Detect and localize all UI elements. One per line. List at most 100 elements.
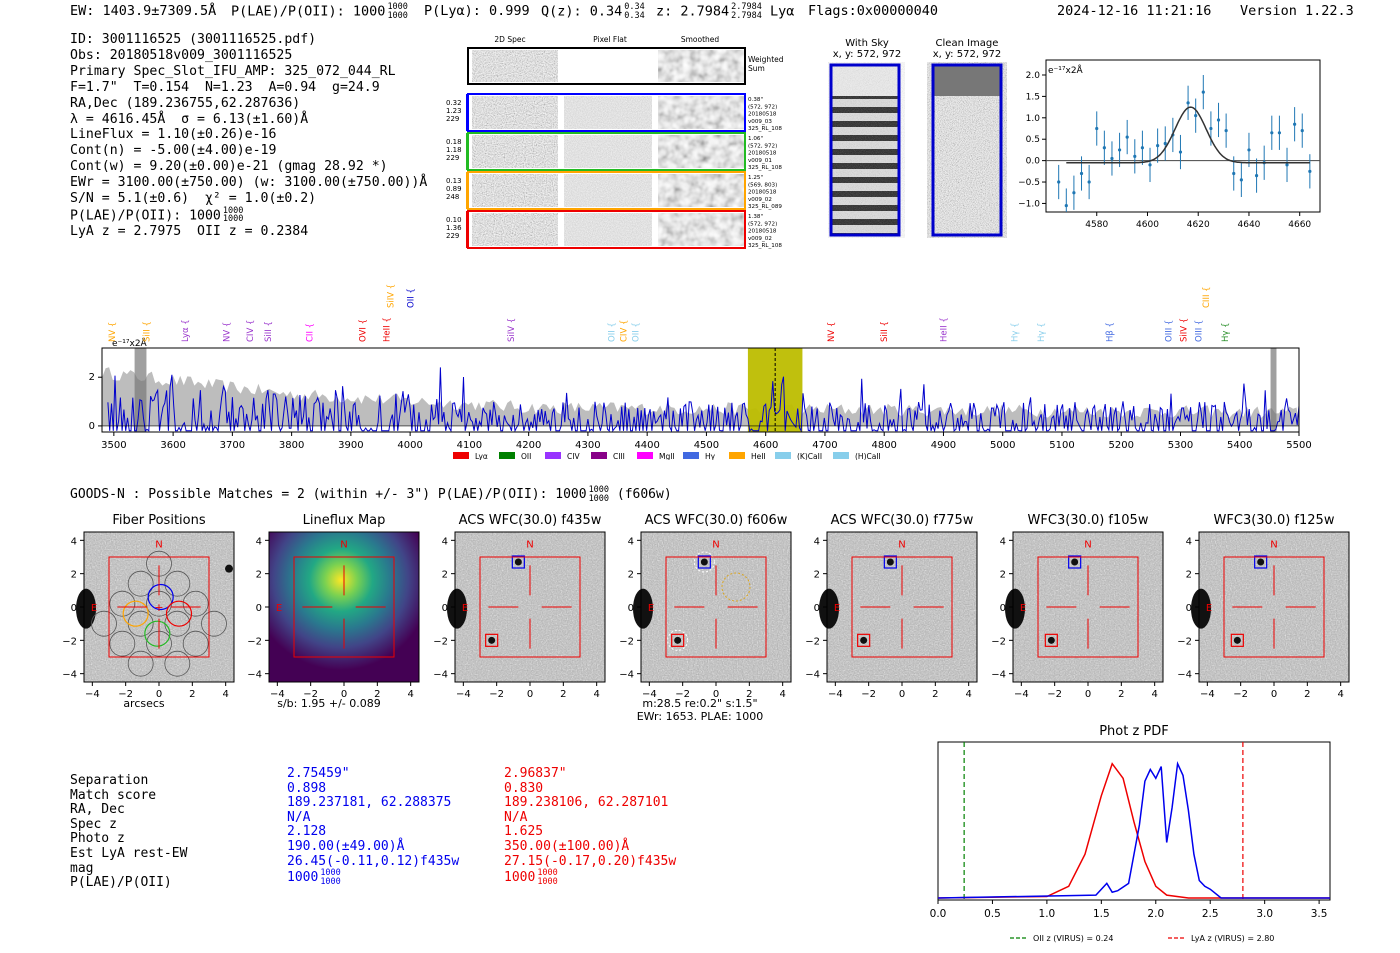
cutout-row-left-text: 0.13 xyxy=(446,177,462,185)
stamp-xtick-label: 0 xyxy=(341,689,347,698)
photz-red-curve xyxy=(937,762,1330,899)
with-sky-frame xyxy=(829,63,901,237)
fiber-circle-highlight xyxy=(147,583,174,611)
spectrum-xtick-label: 3500 xyxy=(101,440,126,451)
photz-xtick-label: 3.5 xyxy=(1311,908,1328,920)
info-plae-label: P(LAE)/P(OII): 1000 xyxy=(70,208,221,224)
stamp-north-label: N xyxy=(155,540,162,551)
fiber-circle xyxy=(201,610,227,637)
info-ewr: EWr = 3100.00(±750.00) (w: 3100.00(±750.… xyxy=(70,175,428,191)
match-value: N/A xyxy=(287,809,311,825)
spectrum-top-line-id: CIII { xyxy=(1202,286,1212,308)
with-sky-label: With Sky xyxy=(845,38,889,49)
stamp-ytick-label: 4 xyxy=(1186,536,1192,547)
stamp-xtick-label: −2 xyxy=(303,689,318,698)
match-value: 2.128 xyxy=(287,824,327,840)
stamp-match-box xyxy=(671,633,685,647)
info-contn: Cont(n) = -5.00(±4.00)e-19 xyxy=(70,143,277,159)
spectrum-line-id: NV { xyxy=(222,322,232,342)
clean-image-xy: x, y: 572, 972 xyxy=(932,49,1002,60)
spectrum-xtick-label: 4500 xyxy=(694,440,719,451)
stamp-ytick-label: −4 xyxy=(1177,670,1192,681)
info-plae-frac: 1000 1000 xyxy=(223,207,243,224)
fiber-circle-highlight xyxy=(144,620,171,647)
match-value: 0.898 xyxy=(287,780,327,796)
goods-line: GOODS-N : Possible Matches = 2 (within +… xyxy=(70,486,672,503)
stamp-panel: N E −4 −4 −2 −2 0 0 2 2 4 4 xyxy=(619,531,792,698)
cutout-row-right-text: v009_02 xyxy=(748,236,772,242)
zoom-point xyxy=(1087,180,1091,184)
zoom-point xyxy=(1293,122,1297,126)
stamp-ytick-label: 0 xyxy=(256,603,262,614)
cutout-row-left-text: 0.18 xyxy=(446,138,462,146)
stamp-north-label: N xyxy=(1084,540,1091,551)
fiber-circle xyxy=(182,590,209,617)
stamp-ytick-label: 0 xyxy=(814,603,820,614)
photz-xtick-label: 1.0 xyxy=(1039,908,1056,920)
stamp-image xyxy=(641,532,791,682)
spectrum-line-id: Hγ { xyxy=(1221,322,1231,342)
stamp-match-box xyxy=(1254,555,1268,569)
zoom-xtick-label: 4640 xyxy=(1238,220,1261,230)
stamp-image xyxy=(1013,532,1163,682)
header-plya: P(Lyα): 0.999 xyxy=(424,3,530,19)
stamp-source xyxy=(674,636,682,644)
match-plae-frac: 1000 1000 xyxy=(320,869,340,886)
spectrum-line-id: SiII { xyxy=(142,321,152,342)
spectrum-xtick-label: 4900 xyxy=(931,440,956,451)
zoom-unit-label: e⁻¹⁷x2Å xyxy=(1048,64,1084,76)
stamp-bright-source xyxy=(819,588,839,629)
spectrum-xtick-label: 5400 xyxy=(1227,440,1252,451)
stamp-source xyxy=(1047,636,1055,644)
stamp-east-label: E xyxy=(462,603,468,614)
spectrum-xtick-label: 4000 xyxy=(397,440,422,451)
cutout-row-left-text: 248 xyxy=(446,193,459,201)
match-plae-hi: 1000 xyxy=(537,868,558,879)
header-z: z: 2.7984 2.7984 2.7984 Lyα xyxy=(656,3,794,20)
stamp-bright-source xyxy=(76,588,96,629)
with-sky-xy: x, y: 572, 972 xyxy=(832,49,902,60)
photz-xtick-label: 3.0 xyxy=(1256,908,1273,920)
stamp-bright-source xyxy=(1005,588,1025,629)
spectrum-xtick-label: 4200 xyxy=(516,440,541,451)
spectrum-line-id: SiIV { xyxy=(507,318,517,342)
stamp-xtick-label: 2 xyxy=(932,689,938,698)
goods-hi: 1000 xyxy=(588,485,610,495)
zoom-point xyxy=(1072,191,1076,195)
stamp-xtick-label: −2 xyxy=(675,689,690,698)
spectrum-ytick-label: 2 xyxy=(89,372,95,383)
spectrum-legend-label: Lyα xyxy=(475,452,488,460)
info-id: ID: 3001116525 (3001116525.pdf) xyxy=(70,32,317,47)
stamp-match-box xyxy=(485,633,499,647)
cutout-row-left-text: 1.18 xyxy=(446,146,462,154)
weighted-2d xyxy=(472,50,558,82)
cutout-row-smooth xyxy=(658,96,744,129)
info-radec: RA,Dec (189.236755,62.287636) xyxy=(70,95,301,111)
header-qz-frac: 0.34 0.34 xyxy=(624,3,644,20)
zoom-point xyxy=(1186,101,1190,105)
clean-image-label: Clean Image xyxy=(935,38,999,49)
goods-band: (f606w) xyxy=(616,487,672,502)
stamp-panel: N E −4 −4 −2 −2 0 0 2 2 4 4 xyxy=(1177,531,1350,698)
col-2d-spec: 2D Spec xyxy=(494,35,525,44)
match-plae-lo: 1000 xyxy=(537,876,558,887)
stamp-ytick-label: 2 xyxy=(628,570,634,581)
match-value: 189.238106, 62.287101 xyxy=(504,795,669,811)
stamp-source xyxy=(700,558,708,566)
f606-caption-2: EWr: 1653. PLAE: 1000 xyxy=(636,710,764,723)
spectrum-legend-swatch xyxy=(729,452,745,459)
cutout-row-right-text: v009_02 xyxy=(748,197,772,203)
match-plae-hi: 1000 xyxy=(320,868,341,879)
zoom-point xyxy=(1201,90,1205,94)
cutout-row-smooth xyxy=(658,213,744,246)
header-ew: EW: 1403.9±7309.5Å xyxy=(70,3,217,19)
stamp-xtick-label: 2 xyxy=(560,689,566,698)
spectrum-xtick-label: 4300 xyxy=(575,440,600,451)
stamp-xtick-label: −4 xyxy=(642,689,657,698)
stamp-ytick-label: −2 xyxy=(62,636,77,647)
spectrum-xtick-label: 5000 xyxy=(990,440,1015,451)
match-label: mag xyxy=(70,860,94,876)
cutout-row-flat xyxy=(564,96,652,129)
match-value: 190.00(±49.00)Å xyxy=(287,838,405,854)
stamp-xtick-label: 0 xyxy=(899,689,905,698)
